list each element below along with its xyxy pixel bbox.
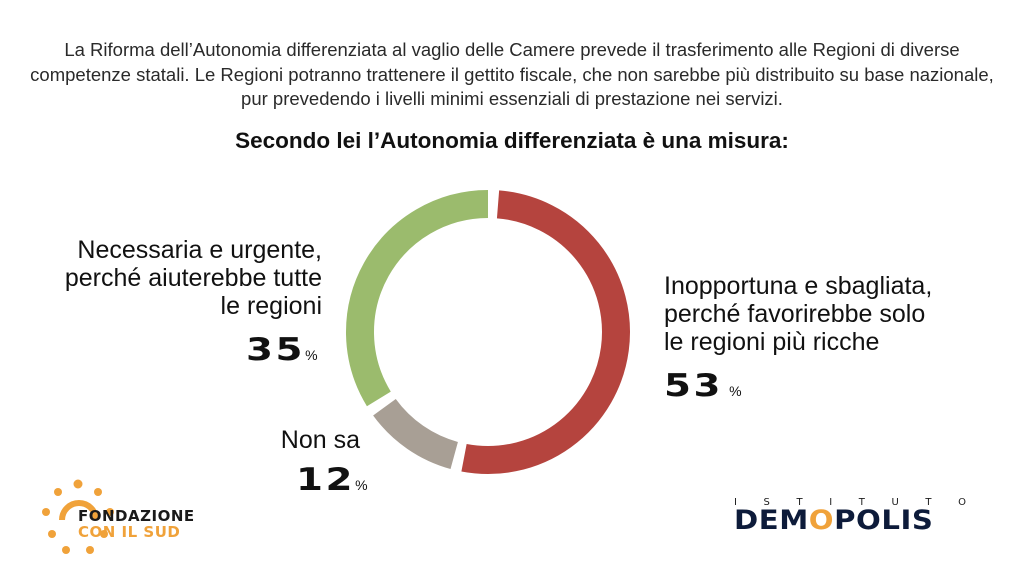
- demopolis-letter-t3: T: [925, 497, 932, 508]
- donut-segment-0: [461, 190, 630, 474]
- demopolis-logo: DEMOPOLIS: [734, 505, 934, 536]
- label-necessaria: Necessaria e urgente, perché aiuterebbe …: [18, 236, 322, 320]
- pct-inopportuna-symbol: %: [729, 383, 742, 399]
- fondazione-line2: CON IL SUD: [78, 523, 181, 541]
- pct-necessaria-value: 35: [246, 332, 305, 368]
- demopolis-accent-letter: O: [808, 505, 835, 536]
- fondazione-line1: FONDAZIONE: [78, 507, 195, 525]
- demopolis-letter-t1: T: [796, 497, 803, 508]
- pct-necessaria: 35 %: [246, 332, 318, 368]
- pct-inopportuna: 53 %: [664, 368, 742, 404]
- label-inopportuna: Inopportuna e sbagliata, perché favorire…: [664, 272, 932, 356]
- demopolis-letter-s: S: [763, 497, 770, 508]
- pct-necessaria-symbol: %: [305, 347, 318, 363]
- demopolis-letter-i2: I: [829, 497, 833, 508]
- demopolis-letter-u: U: [891, 497, 899, 508]
- label-inopportuna-line3: le regioni più ricche: [664, 328, 880, 356]
- label-necessaria-line2: perché aiuterebbe tutte: [64, 264, 322, 292]
- label-non-sa: Non sa: [200, 426, 360, 454]
- chart-question: Secondo lei l’Autonomia differenziata è …: [235, 128, 789, 153]
- label-non-sa-line1: Non sa: [280, 426, 360, 454]
- demopolis-letter-o: O: [958, 497, 966, 508]
- label-necessaria-line3: le regioni: [220, 292, 322, 320]
- demopolis-letter-t2: T: [858, 497, 865, 508]
- pct-non-sa: 12 %: [296, 462, 368, 498]
- pct-non-sa-symbol: %: [355, 477, 368, 493]
- intro-paragraph: La Riforma dell’Autonomia differenziata …: [30, 39, 994, 109]
- pct-inopportuna-value: 53: [664, 368, 723, 404]
- fondazione-sun-icon: [42, 479, 114, 554]
- demopolis-letter-i1: I: [734, 497, 737, 508]
- pct-non-sa-value: 12: [296, 462, 355, 498]
- label-necessaria-line1: Necessaria e urgente,: [77, 236, 322, 264]
- fondazione-logo-text: FONDAZIONE CON IL SUD: [78, 508, 195, 540]
- donut-segment-2: [346, 190, 489, 407]
- label-inopportuna-line2: perché favorirebbe solo: [664, 300, 926, 328]
- donut-segment-1: [373, 398, 459, 469]
- label-inopportuna-line1: Inopportuna e sbagliata,: [664, 272, 933, 300]
- demopolis-istituto: I S T I T U T O: [734, 497, 966, 508]
